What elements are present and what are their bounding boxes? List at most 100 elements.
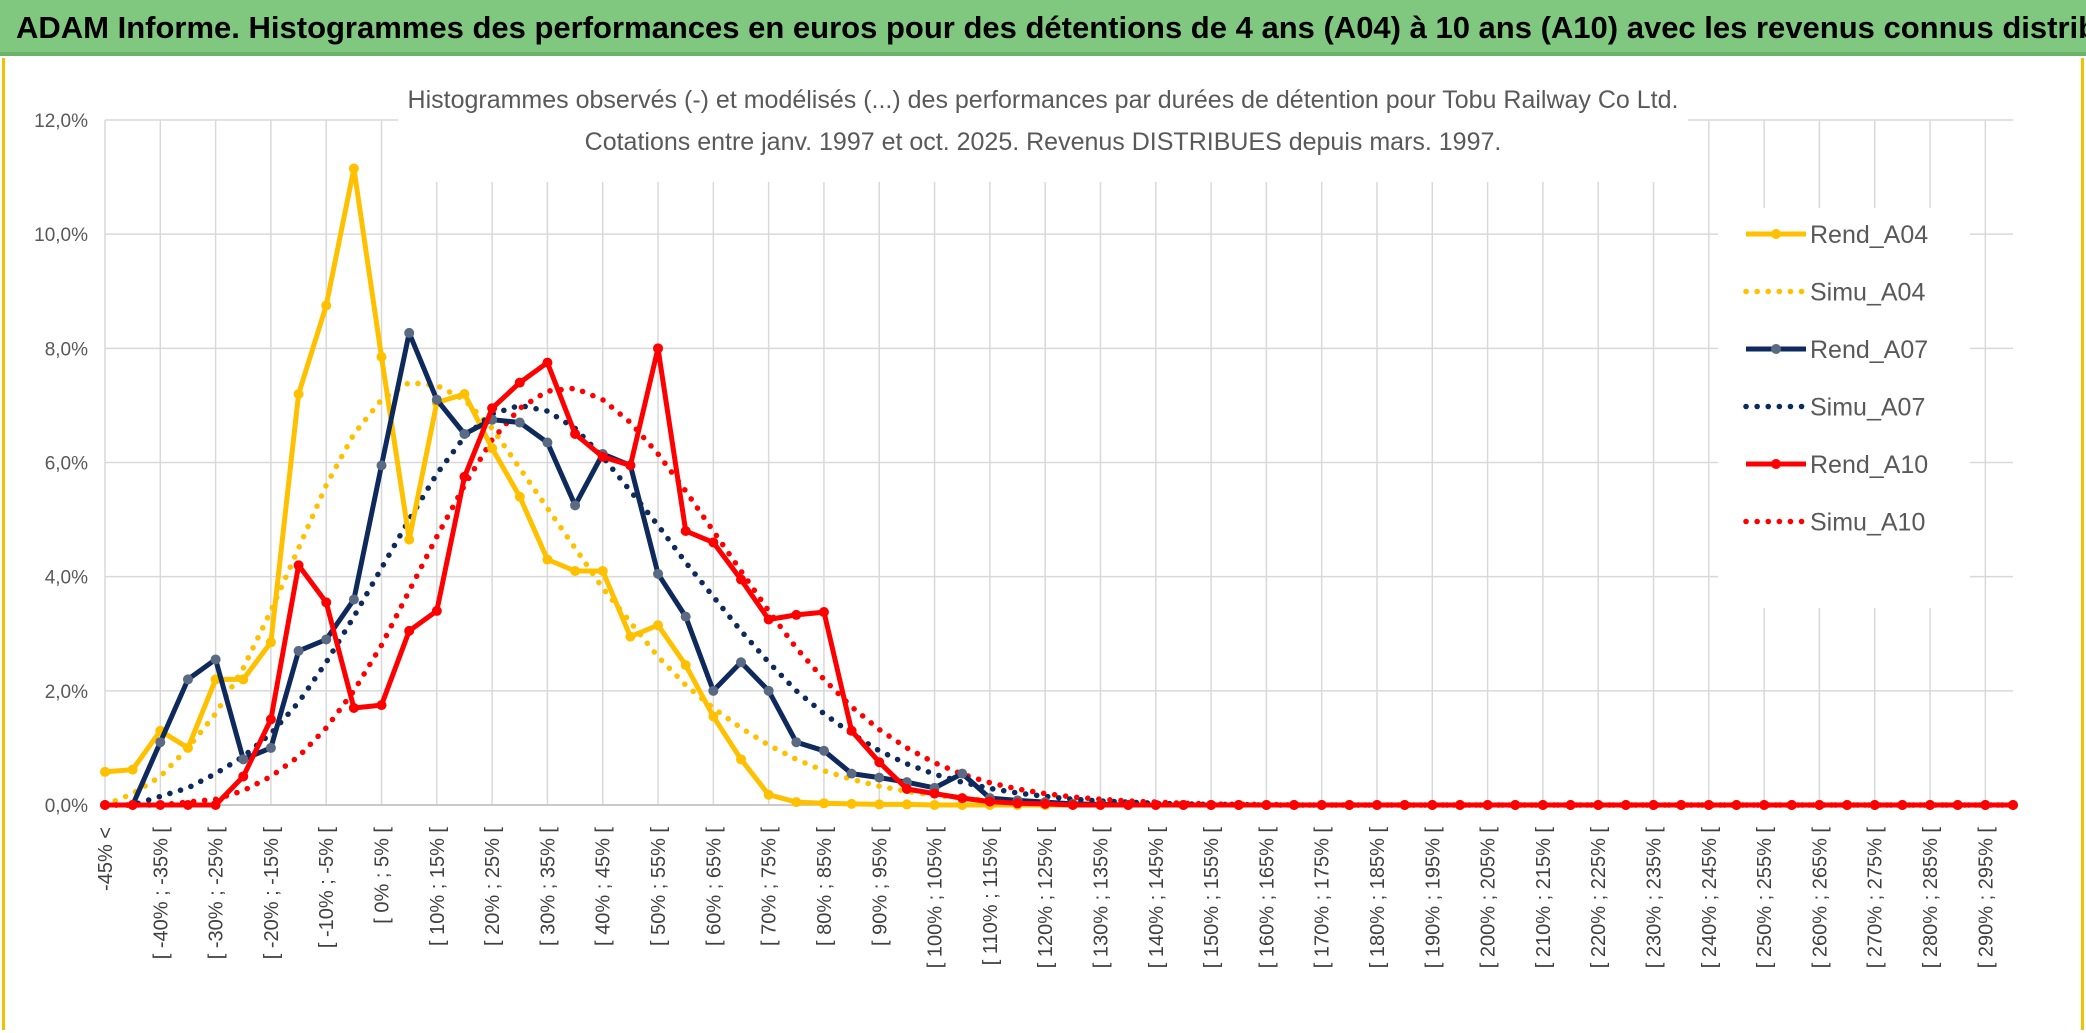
chart-subtitle: Cotations entre janv. 1997 et oct. 2025.…: [585, 128, 1502, 156]
x-tick-label: [ 220% ; 225% [: [1588, 827, 1610, 969]
data-point: [431, 605, 442, 616]
data-point: [155, 737, 166, 748]
data-point: [625, 460, 636, 471]
data-point: [846, 768, 857, 779]
data-point: [459, 389, 470, 399]
x-tick-label: [ 80% ; 85% [: [814, 827, 836, 946]
data-point: [957, 768, 968, 779]
data-point: [182, 742, 193, 753]
series-line: [102, 402, 2016, 808]
data-point: [570, 428, 581, 439]
x-tick-label: [ 210% ; 215% [: [1533, 827, 1555, 969]
y-tick-label: 12,0%: [34, 111, 88, 132]
data-point: [929, 800, 940, 810]
legend-marker: [1771, 344, 1781, 354]
data-point: [210, 654, 221, 665]
y-tick-label: 10,0%: [34, 225, 88, 246]
x-tick-label: [ 120% ; 125% [: [1035, 827, 1057, 969]
data-point: [763, 614, 774, 625]
data-point: [348, 163, 359, 174]
data-point: [1620, 800, 1631, 810]
data-point: [653, 620, 664, 631]
legend-label: Simu_A04: [1810, 279, 1925, 307]
legend-label: Simu_A10: [1810, 509, 1925, 537]
data-point: [210, 800, 221, 810]
x-tick-label: [ 270% ; 275% [: [1865, 827, 1887, 969]
data-point: [1814, 800, 1825, 810]
data-point: [1482, 800, 1493, 810]
x-tick-label: [ 50% ; 55% [: [648, 827, 670, 946]
legend-label: Rend_A04: [1810, 221, 1928, 249]
chart-title: Histogrammes observés (-) et modélisés (…: [408, 86, 1679, 114]
x-tick-label: [ 130% ; 135% [: [1090, 827, 1112, 969]
data-point: [348, 702, 359, 713]
data-point: [708, 685, 719, 696]
x-tick-label: [ -10% ; -5% [: [316, 827, 338, 949]
data-point: [1980, 800, 1991, 810]
data-point: [182, 800, 193, 810]
data-point: [957, 793, 968, 804]
data-point: [680, 526, 691, 536]
x-tick-label: [ -30% ; -25% [: [206, 827, 228, 960]
x-tick-label: [ 100% ; 105% [: [925, 827, 947, 969]
x-tick-label: [ 110% ; 115% [: [980, 827, 1002, 966]
data-point: [1123, 800, 1134, 810]
performance-histogram-chart: 0,0% 2,0% 4,0% 6,0% 8,0% 10,0% 12,0% -45% < [ -…: [34, 78, 2018, 969]
data-point: [818, 798, 829, 809]
data-point: [901, 784, 912, 795]
x-tick-label: [ 20% ; 25% [: [482, 827, 504, 946]
data-point: [265, 714, 276, 725]
data-point: [1510, 800, 1521, 810]
data-point: [929, 788, 940, 799]
x-tick-label: [ -20% ; -15% [: [261, 827, 283, 960]
x-tick-label: [ 30% ; 35% [: [537, 827, 559, 946]
data-point: [293, 645, 304, 656]
data-point: [1869, 800, 1880, 810]
x-tick-label: [ 70% ; 75% [: [759, 827, 781, 946]
data-point: [1067, 800, 1078, 810]
data-point: [1786, 800, 1797, 810]
data-point: [1565, 800, 1576, 810]
data-point: [459, 428, 470, 439]
data-point: [874, 799, 885, 810]
data-point: [846, 798, 857, 809]
legend-marker: [1771, 459, 1781, 469]
data-point: [514, 377, 525, 388]
data-point: [1648, 800, 1659, 810]
data-point: [265, 742, 276, 753]
chart-title-background: [398, 78, 1688, 182]
data-point: [957, 800, 968, 810]
data-point: [901, 799, 912, 810]
data-point: [2008, 800, 2018, 810]
data-point: [791, 737, 802, 748]
series-lines: [100, 163, 2018, 810]
x-tick-label: [ 10% ; 15% [: [427, 827, 449, 946]
data-point: [376, 700, 387, 711]
data-point: [487, 443, 498, 454]
data-point: [459, 471, 470, 482]
data-point: [348, 594, 359, 605]
x-tick-label: [ 250% ; 255% [: [1754, 827, 1776, 969]
data-point: [1952, 800, 1963, 810]
x-tick-label: [ 200% ; 205% [: [1478, 827, 1500, 969]
data-point: [238, 754, 249, 765]
x-tick-label: [ 150% ; 155% [: [1201, 827, 1223, 969]
data-point: [1731, 800, 1742, 810]
data-point: [680, 660, 691, 671]
data-point: [1316, 800, 1327, 810]
data-point: [1040, 798, 1051, 809]
data-point: [238, 771, 249, 782]
data-point: [1593, 800, 1604, 810]
data-point: [791, 609, 802, 620]
x-tick-label: [ 260% ; 265% [: [1809, 827, 1831, 969]
data-point: [431, 394, 442, 405]
data-point: [376, 351, 387, 362]
x-axis: -45% < [ -40% ; -35% [[ -30% ; -25% [[ -2…: [95, 827, 1997, 969]
data-point: [1759, 800, 1770, 810]
chart-frame: [2, 58, 2084, 1030]
x-tick-label: [ 140% ; 145% [: [1146, 827, 1168, 969]
data-point: [984, 796, 995, 807]
legend-background: [1718, 208, 1970, 608]
data-point: [182, 674, 193, 685]
data-point: [265, 637, 276, 648]
